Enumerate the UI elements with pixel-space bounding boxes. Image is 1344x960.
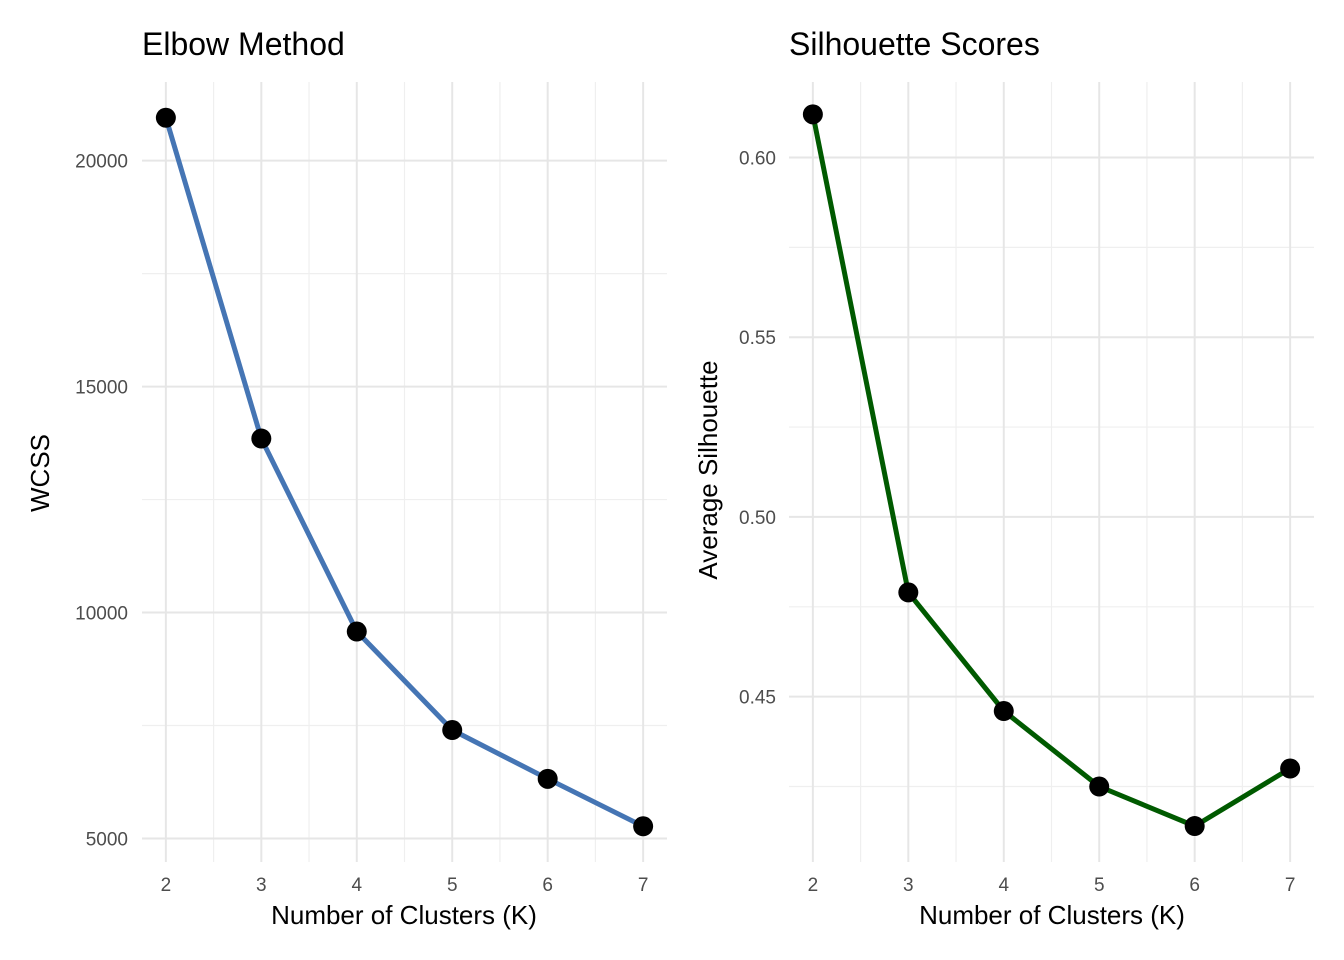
elbow-y-tick-label: 10000: [75, 604, 128, 625]
elbow-series-line: [163, 115, 646, 829]
silhouette-panel: Silhouette Scores Number of Clusters (K)…: [693, 26, 1314, 930]
silhouette-x-tick-label: 5: [1094, 875, 1105, 896]
silhouette-x-axis-label: Number of Clusters (K): [919, 900, 1185, 930]
silhouette-grid: [789, 82, 1314, 862]
silhouette-x-tick-label: 6: [1189, 875, 1200, 896]
elbow-data-point: [346, 621, 367, 642]
silhouette-y-tick-label: 0.50: [739, 508, 776, 529]
elbow-y-tick-label: 20000: [75, 152, 128, 173]
elbow-data-point: [251, 428, 272, 449]
elbow-y-tick-label: 15000: [75, 378, 128, 399]
elbow-data-point: [633, 816, 654, 837]
elbow-data-point: [155, 107, 176, 128]
elbow-y-tick-label: 5000: [86, 830, 128, 851]
silhouette-y-tick-label: 0.55: [739, 328, 776, 349]
elbow-x-tick-label: 3: [256, 875, 267, 896]
elbow-x-tick-label: 2: [161, 875, 172, 896]
silhouette-x-tick-label: 7: [1285, 875, 1296, 896]
silhouette-x-tick-label: 4: [998, 875, 1009, 896]
elbow-y-axis-label: WCSS: [25, 434, 55, 512]
elbow-x-tick-label: 4: [351, 875, 362, 896]
silhouette-data-point: [898, 582, 919, 603]
silhouette-data-point: [1280, 758, 1301, 779]
elbow-x-tick-label: 5: [447, 875, 458, 896]
silhouette-series-line: [810, 111, 1293, 829]
silhouette-data-point: [1089, 776, 1110, 797]
silhouette-x-tick-label: 2: [808, 875, 819, 896]
elbow-x-tick-label: 6: [542, 875, 553, 896]
elbow-panel: Elbow Method Number of Clusters (K) WCSS…: [25, 26, 667, 930]
elbow-chart-title: Elbow Method: [142, 26, 345, 62]
silhouette-x-tick-label: 3: [903, 875, 914, 896]
elbow-grid: [142, 82, 667, 862]
silhouette-y-tick-label: 0.45: [739, 688, 776, 709]
silhouette-data-point: [1184, 816, 1205, 837]
silhouette-y-axis-label: Average Silhouette: [693, 360, 723, 579]
silhouette-chart-title: Silhouette Scores: [789, 26, 1040, 62]
elbow-data-point: [442, 720, 463, 741]
elbow-data-point: [537, 768, 558, 789]
silhouette-data-point: [993, 701, 1014, 722]
silhouette-y-tick-label: 0.60: [739, 148, 776, 169]
silhouette-data-point: [802, 104, 823, 125]
elbow-x-tick-label: 7: [638, 875, 649, 896]
elbow-x-axis-label: Number of Clusters (K): [271, 900, 537, 930]
